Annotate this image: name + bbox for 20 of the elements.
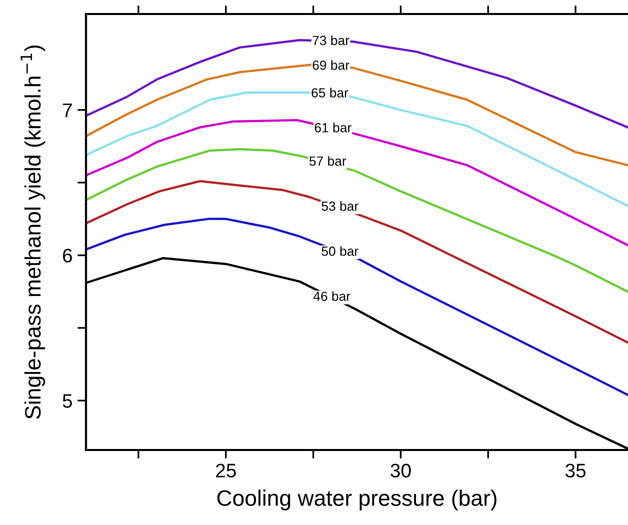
- x-tick-label: 35: [565, 464, 586, 478]
- line-series: [86, 118, 628, 246]
- y-axis-title: Single-pass methanol yield (kmol.h$^{−1}$): [20, 46, 46, 419]
- annotation: 69 bar: [312, 60, 350, 70]
- annotation: 46 bar: [313, 291, 350, 301]
- annotation: 73 bar: [312, 35, 350, 46]
- annotation: 61 bar: [314, 122, 352, 132]
- annotation: 65 bar: [312, 88, 348, 98]
- y-tick-label: 7: [62, 104, 72, 117]
- line-series: [86, 218, 628, 396]
- x-tick-label: 30: [390, 464, 411, 478]
- line-series: [86, 180, 628, 344]
- y-tick-label: 5: [62, 394, 72, 408]
- annotation: 57 bar: [309, 156, 346, 166]
- x-tick-label: 25: [216, 464, 236, 478]
- annotation: 53 bar: [322, 201, 358, 211]
- annotation: 50 bar: [322, 246, 358, 256]
- x-axis-title: Cooling water pressure (bar): [217, 490, 496, 510]
- y-tick-label: 6: [62, 248, 72, 262]
- line-series: [86, 148, 628, 293]
